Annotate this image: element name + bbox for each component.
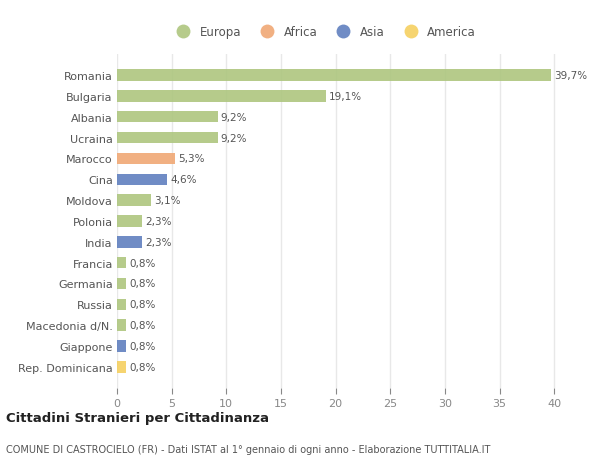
Text: 0,8%: 0,8% <box>129 279 155 289</box>
Bar <box>117 341 126 352</box>
Bar <box>117 174 167 185</box>
Text: 3,1%: 3,1% <box>154 196 181 206</box>
Bar <box>117 112 218 123</box>
Text: 19,1%: 19,1% <box>329 92 362 102</box>
Text: 0,8%: 0,8% <box>129 341 155 351</box>
Text: 39,7%: 39,7% <box>554 71 587 81</box>
Bar <box>117 70 551 82</box>
Text: COMUNE DI CASTROCIELO (FR) - Dati ISTAT al 1° gennaio di ogni anno - Elaborazion: COMUNE DI CASTROCIELO (FR) - Dati ISTAT … <box>6 444 490 454</box>
Text: 0,8%: 0,8% <box>129 300 155 310</box>
Bar <box>117 153 175 165</box>
Bar <box>117 133 218 144</box>
Bar <box>117 299 126 310</box>
Bar <box>117 320 126 331</box>
Bar <box>117 236 142 248</box>
Text: 2,3%: 2,3% <box>145 217 172 226</box>
Bar <box>117 91 326 102</box>
Bar <box>117 257 126 269</box>
Legend: Europa, Africa, Asia, America: Europa, Africa, Asia, America <box>167 21 481 44</box>
Bar <box>117 361 126 373</box>
Text: 9,2%: 9,2% <box>221 133 247 143</box>
Bar <box>117 216 142 227</box>
Text: 9,2%: 9,2% <box>221 112 247 123</box>
Text: Cittadini Stranieri per Cittadinanza: Cittadini Stranieri per Cittadinanza <box>6 412 269 425</box>
Bar <box>117 278 126 290</box>
Text: 2,3%: 2,3% <box>145 237 172 247</box>
Bar <box>117 195 151 207</box>
Text: 5,3%: 5,3% <box>178 154 205 164</box>
Text: 0,8%: 0,8% <box>129 362 155 372</box>
Text: 0,8%: 0,8% <box>129 258 155 268</box>
Text: 4,6%: 4,6% <box>170 175 197 185</box>
Text: 0,8%: 0,8% <box>129 320 155 330</box>
